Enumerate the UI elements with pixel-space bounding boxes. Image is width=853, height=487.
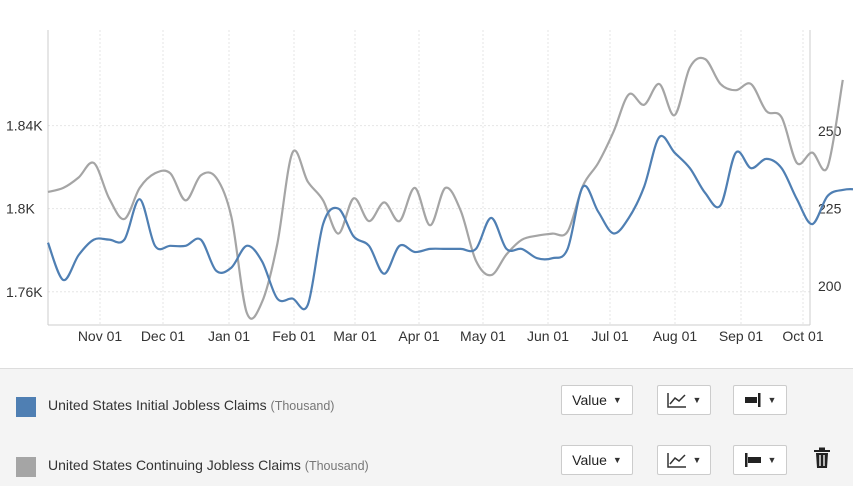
line-chart-icon [666,453,686,468]
y-left-tick-label: 1.76K [6,284,43,300]
x-tick-label: Jun 01 [527,328,569,344]
caret-down-icon: ▼ [692,395,702,405]
caret-down-icon: ▼ [767,455,777,465]
left-axis-icon [744,453,761,467]
x-tick-label: Oct 01 [782,328,823,344]
series-swatch-continuing-claims [16,457,36,477]
value-dropdown-continuing-claims[interactable]: Value ▼ [561,445,633,475]
series-line-initial-claims [46,134,853,311]
x-tick-label: Jul 01 [591,328,629,344]
legend-row-initial-claims: United States Initial Jobless Claims (Th… [0,371,853,427]
line-chart-icon [666,393,686,408]
caret-down-icon: ▼ [612,395,622,405]
x-tick-label: Jan 01 [208,328,250,344]
series-line-continuing-claims [47,56,844,320]
right-axis-icon [744,393,761,407]
x-tick-label: Nov 01 [78,328,123,344]
series-name-continuing-claims: United States Continuing Jobless Claims [48,457,301,473]
value-dropdown-initial-claims[interactable]: Value ▼ [561,385,633,415]
x-tick-label: Mar 01 [333,328,377,344]
y-left-tick-label: 1.84K [6,118,43,134]
axis-dropdown-continuing-claims[interactable]: ▼ [733,445,787,475]
chart-type-dropdown-initial-claims[interactable]: ▼ [657,385,711,415]
series-unit-initial-claims: (Thousand) [270,399,335,413]
chart-type-dropdown-continuing-claims[interactable]: ▼ [657,445,711,475]
series-swatch-initial-claims [16,397,36,417]
x-tick-label: Apr 01 [398,328,439,344]
caret-down-icon: ▼ [767,395,777,405]
chart-svg: Nov 01 Dec 01 Jan 01 Feb 01 Mar 01 Apr 01 May … [6,30,853,344]
series-unit-continuing-claims: (Thousand) [304,459,369,473]
value-dropdown-label: Value [572,392,607,408]
x-tick-label: Aug 01 [653,328,698,344]
caret-down-icon: ▼ [612,455,622,465]
legend-panel: United States Initial Jobless Claims (Th… [0,368,853,486]
value-dropdown-label: Value [572,452,607,468]
y-left-tick-label: 1.8K [6,201,35,217]
y-right-tick-label: 250 [818,123,842,139]
trash-icon[interactable] [812,447,832,469]
legend-row-continuing-claims: United States Continuing Jobless Claims … [0,431,853,487]
x-tick-label: Dec 01 [141,328,186,344]
x-tick-label: May 01 [460,328,506,344]
caret-down-icon: ▼ [692,455,702,465]
axis-dropdown-initial-claims[interactable]: ▼ [733,385,787,415]
x-tick-label: Feb 01 [272,328,316,344]
x-tick-label: Sep 01 [719,328,764,344]
y-right-tick-label: 200 [818,278,842,294]
series-name-initial-claims: United States Initial Jobless Claims [48,397,267,413]
line-chart: Nov 01 Dec 01 Jan 01 Feb 01 Mar 01 Apr 01 May … [6,30,853,344]
